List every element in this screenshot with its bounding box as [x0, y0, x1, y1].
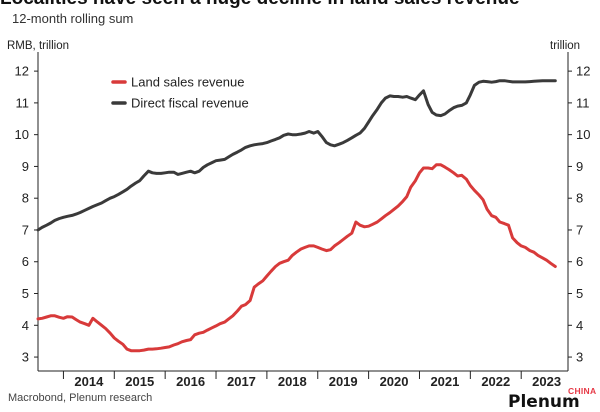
y-tick-label-right: 6 [576, 254, 583, 269]
x-tick-label: 2020 [380, 374, 409, 389]
x-tick-label: 2015 [125, 374, 154, 389]
y-tick-label-left: 11 [16, 95, 30, 110]
chart-subtitle: 12-month rolling sum [12, 11, 134, 26]
y-tick-label-right: 11 [576, 95, 590, 110]
y-tick-label-right: 7 [576, 222, 583, 237]
x-tick-label: 2016 [176, 374, 205, 389]
x-tick-label: 2018 [278, 374, 307, 389]
chart-axes: 3 3 4 4 5 5 6 6 7 7 8 8 9 9 10 10 11 11 12 12 2014 2015 2016 20… [15, 52, 590, 389]
y-tick-label-left: 3 [22, 350, 29, 365]
y-axis-left-unit: RMB, trillion [7, 40, 69, 52]
y-tick-label-left: 7 [22, 222, 29, 237]
series-line-direct-fiscal [36, 79, 557, 232]
legend-label-direct-fiscal: Direct fiscal revenue [131, 96, 249, 111]
chart-series [36, 79, 557, 353]
y-tick-label-right: 5 [576, 286, 583, 301]
y-tick-label-left: 8 [22, 191, 29, 206]
chart-legend: Land sales revenue Direct fiscal revenue [111, 75, 249, 111]
y-tick-label-left: 10 [15, 127, 29, 142]
y-tick-label-left: 5 [22, 286, 29, 301]
x-tick-label: 2023 [532, 374, 561, 389]
x-tick-label: 2021 [430, 374, 459, 389]
y-tick-label-right: 8 [576, 191, 583, 206]
source-note: Macrobond, Plenum research [8, 392, 153, 404]
x-tick-label: 2019 [329, 374, 358, 389]
chart-title: Localities have seen a huge decline in l… [0, 0, 600, 10]
y-tick-label-left: 4 [22, 318, 29, 333]
y-tick-label-left: 9 [22, 159, 29, 174]
x-tick-label: 2014 [74, 374, 104, 389]
x-tick-label: 2022 [481, 374, 510, 389]
legend-label-land-sales: Land sales revenue [131, 75, 244, 90]
y-tick-label-right: 9 [576, 159, 583, 174]
y-tick-label-left: 6 [22, 254, 29, 269]
x-tick-label: 2017 [227, 374, 256, 389]
y-tick-label-right: 10 [576, 127, 590, 142]
y-tick-label-right: 12 [576, 64, 590, 79]
y-axis-right-unit: trillion [550, 40, 581, 52]
line-chart: 3 3 4 4 5 5 6 6 7 7 8 8 9 9 10 10 11 11 12 12 2014 2015 2016 20… [15, 52, 590, 389]
y-tick-label-left: 12 [15, 64, 29, 79]
brand-logo-sub: CHINA [568, 386, 597, 396]
y-tick-label-right: 3 [576, 350, 583, 365]
series-line-land-sales [36, 163, 557, 353]
y-tick-label-right: 4 [576, 318, 583, 333]
